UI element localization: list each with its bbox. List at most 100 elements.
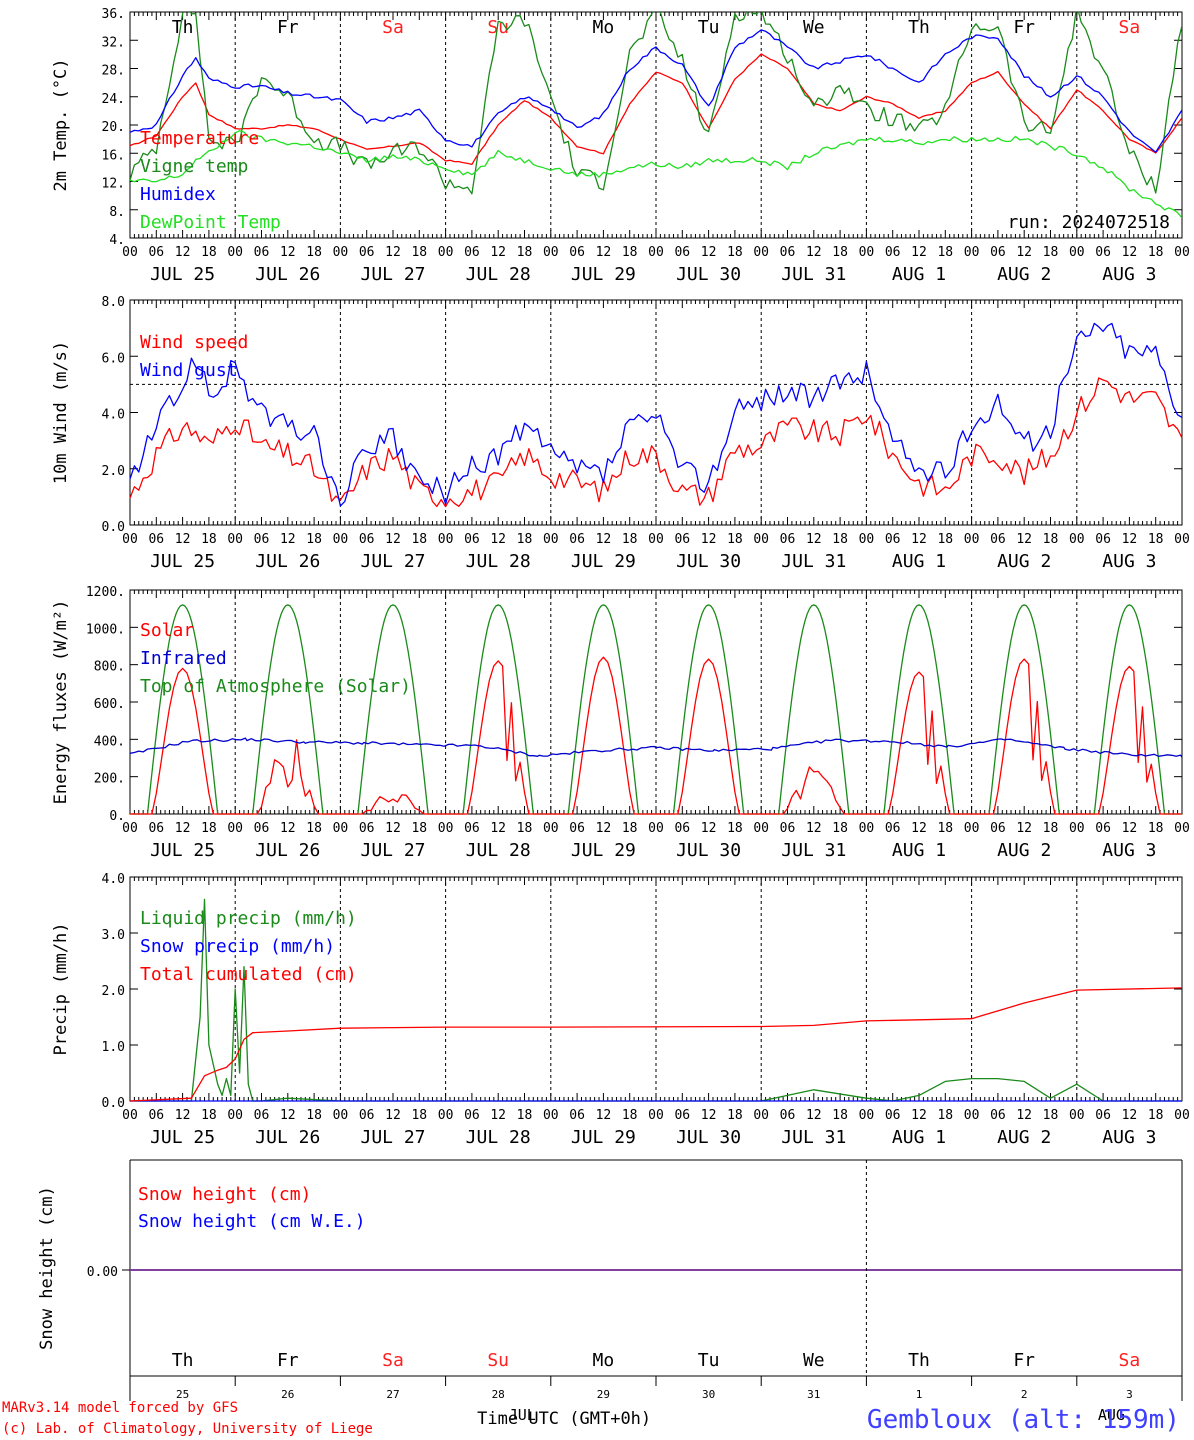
legend-vigne-temp: Vigne temp — [140, 156, 248, 177]
legend-snow-height-cm-w-e-: Snow height (cm W.E.) — [138, 1211, 366, 1232]
hour-tick-label: 06 — [148, 245, 164, 260]
hour-tick-label: 12 — [806, 1108, 822, 1123]
hour-tick-label: 12 — [911, 1108, 927, 1123]
weekday-label: Sa — [1119, 1350, 1141, 1371]
weekday-label: Tu — [698, 17, 720, 38]
weekday-label: Sa — [382, 17, 404, 38]
hour-tick-label: 12 — [701, 532, 717, 547]
hour-tick-label: 18 — [306, 245, 322, 260]
date-label: AUG 1 — [892, 551, 946, 572]
date-label: JUL 28 — [466, 840, 531, 861]
hour-tick-label: 06 — [674, 821, 690, 836]
date-label: JUL 29 — [571, 840, 636, 861]
hour-tick-label: 06 — [990, 1108, 1006, 1123]
y-tick-label: 1200. — [86, 585, 125, 600]
hour-tick-label: 06 — [464, 532, 480, 547]
hour-tick-label: 00 — [964, 245, 980, 260]
day-number-label: 25 — [176, 1388, 189, 1401]
hour-tick-label: 12 — [385, 245, 401, 260]
hour-tick-label: 00 — [122, 821, 138, 836]
hour-tick-label: 00 — [333, 532, 349, 547]
hour-tick-label: 12 — [280, 821, 296, 836]
y-tick-label: 600. — [94, 697, 125, 712]
hour-tick-label: 18 — [411, 1108, 427, 1123]
weekday-label: Th — [908, 17, 930, 38]
hour-tick-label: 06 — [885, 1108, 901, 1123]
plot-frame — [129, 299, 1183, 526]
hour-tick-label: 00 — [1069, 1108, 1085, 1123]
series-liquid-precip-line — [130, 898, 1182, 1102]
hour-tick-label: 06 — [990, 821, 1006, 836]
y-axis-label: Precip (mm/h) — [51, 922, 71, 1055]
y-tick-label: 0.0 — [102, 1096, 125, 1111]
month-label-aug: AUG — [1098, 1406, 1125, 1424]
hour-tick-label: 06 — [1095, 245, 1111, 260]
legend-snow-precip-mm-h-: Snow precip (mm/h) — [140, 936, 335, 957]
date-label: JUL 29 — [571, 264, 636, 285]
hour-tick-label: 12 — [175, 245, 191, 260]
hour-tick-label: 00 — [122, 1108, 138, 1123]
hour-tick-label: 06 — [674, 532, 690, 547]
y-tick-label: 4. — [109, 233, 125, 248]
date-label: AUG 2 — [997, 1127, 1051, 1148]
y-tick-label: 400. — [94, 734, 125, 749]
date-label: JUL 30 — [676, 840, 741, 861]
panel-4: 0.0 1.0 2.0 3.0 4.0 Precip (mm/h) 00 06 12 18 00 06… — [51, 872, 1190, 1148]
series-dewpoint-temp-line — [130, 130, 1182, 219]
y-tick-label: 0.00 — [87, 1265, 118, 1280]
hour-tick-label: 06 — [254, 1108, 270, 1123]
series-humidex-line — [130, 29, 1182, 153]
hour-tick-label: 06 — [780, 1108, 796, 1123]
hour-tick-label: 00 — [543, 532, 559, 547]
y-axis-ticks: 0.0 2.0 4.0 6.0 8.0 — [102, 295, 1182, 535]
hour-tick-label: 00 — [964, 532, 980, 547]
hour-tick-label: 00 — [543, 821, 559, 836]
hour-tick-label: 18 — [937, 245, 953, 260]
hour-tick-label: 18 — [832, 245, 848, 260]
hour-tick-label: 12 — [385, 821, 401, 836]
footer-model-credit: MARv3.14 model forced by GFS — [2, 1400, 238, 1416]
weekday-label: Su — [487, 1350, 509, 1371]
hour-tick-label: 06 — [254, 821, 270, 836]
weekday-label: Sa — [1119, 17, 1141, 38]
hour-tick-label: 00 — [753, 821, 769, 836]
day-number-label: 31 — [807, 1388, 820, 1401]
month-label-jul: JUL — [509, 1406, 536, 1424]
hour-tick-label: 00 — [122, 245, 138, 260]
footer-location: Gembloux (alt: 159m) — [867, 1405, 1180, 1435]
hour-tick-label: 18 — [1148, 532, 1164, 547]
series-wind-speed-line — [129, 377, 1183, 508]
hour-tick-label: 18 — [727, 821, 743, 836]
date-label: AUG 1 — [892, 264, 946, 285]
hour-tick-label: 12 — [1122, 245, 1138, 260]
y-tick-label: 3.0 — [102, 928, 125, 943]
hour-tick-label: 18 — [1148, 1108, 1164, 1123]
hour-tick-label: 06 — [359, 245, 375, 260]
hour-tick-label: 00 — [227, 532, 243, 547]
hour-tick-label: 18 — [411, 245, 427, 260]
weekday-label: Fr — [277, 1350, 299, 1371]
y-tick-label: 4.0 — [102, 408, 125, 423]
hour-tick-label: 00 — [333, 245, 349, 260]
y-tick-label: 2.0 — [102, 464, 125, 479]
hour-tick-label: 18 — [306, 1108, 322, 1123]
date-label: JUL 31 — [781, 1127, 846, 1148]
run-label: run: 2024072518 — [1007, 212, 1170, 233]
y-tick-label: 800. — [94, 660, 125, 675]
hour-tick-label: 00 — [438, 1108, 454, 1123]
hour-tick-label: 06 — [254, 532, 270, 547]
hour-tick-label: 00 — [859, 1108, 875, 1123]
hour-tick-label: 00 — [1174, 1108, 1190, 1123]
weekday-label: Tu — [698, 1350, 720, 1371]
day-number-label: 28 — [492, 1388, 505, 1401]
day-number-label: 29 — [597, 1388, 610, 1401]
date-label: JUL 26 — [255, 1127, 320, 1148]
hour-tick-label: 12 — [280, 1108, 296, 1123]
date-label: JUL 31 — [781, 264, 846, 285]
hour-tick-label: 06 — [674, 1108, 690, 1123]
hour-tick-label: 00 — [964, 821, 980, 836]
hour-tick-label: 18 — [727, 532, 743, 547]
hour-tick-label: 00 — [227, 1108, 243, 1123]
legend-humidex: Humidex — [140, 184, 216, 205]
hour-tick-label: 18 — [937, 1108, 953, 1123]
